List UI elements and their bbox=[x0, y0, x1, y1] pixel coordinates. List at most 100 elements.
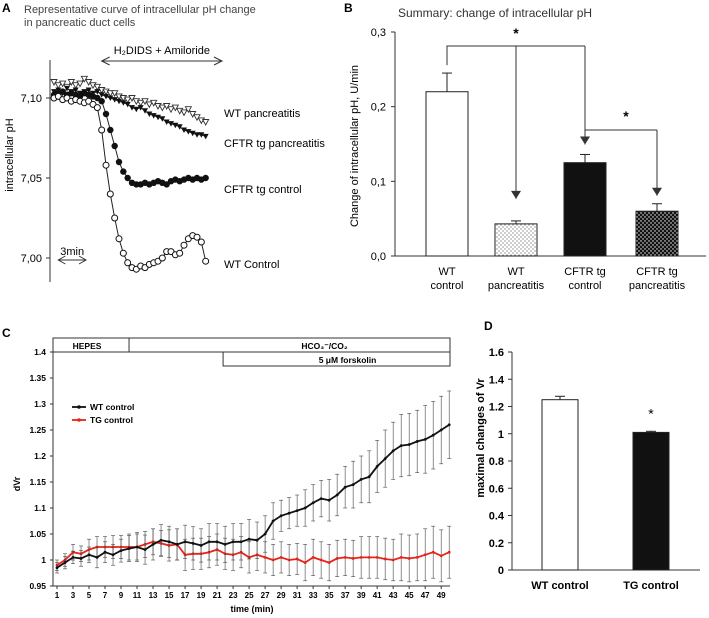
panel-c-xtick-label: 3 bbox=[71, 591, 76, 600]
panel-a-point bbox=[116, 98, 122, 105]
panel-a-point bbox=[124, 101, 131, 108]
panel-b-ytick-label: 0,3 bbox=[371, 27, 386, 39]
panel-c-condition-bicarbonate: HCO₃⁻/CO₂ bbox=[301, 341, 347, 351]
panel-d: maximal changes of Vr 0 0.2 0.4 0.6 0.8 1 1.2 1… bbox=[475, 347, 700, 592]
panel-c-point bbox=[423, 437, 427, 441]
panel-c-point bbox=[303, 561, 307, 564]
panel-c-point bbox=[135, 545, 139, 549]
panel-c-condition-forskolin-box bbox=[222, 351, 451, 367]
panel-c-point bbox=[391, 449, 395, 453]
panel-d-ytick-label: 1.2 bbox=[489, 402, 504, 414]
panel-c-xtick-label: 39 bbox=[357, 591, 366, 600]
panel-c-xtick-label: 17 bbox=[181, 591, 190, 600]
panel-a-point bbox=[76, 80, 84, 88]
panel-c-legend-label: TG control bbox=[90, 415, 133, 425]
panel-a-point bbox=[129, 105, 135, 111]
panel-a-subtitle: in pancreatic duct cells bbox=[24, 17, 136, 29]
panel-c-point bbox=[103, 550, 107, 554]
panel-a-point bbox=[72, 87, 79, 93]
panel-a-point bbox=[194, 132, 200, 138]
panel-c-point bbox=[399, 556, 403, 559]
panel-c-point bbox=[279, 514, 283, 518]
panel-a-point bbox=[136, 99, 145, 107]
panel-c-point bbox=[287, 558, 291, 562]
panel-a-legend-label: WT pancreatitis bbox=[224, 108, 301, 120]
panel-c-ytick-label: 1.4 bbox=[34, 347, 46, 357]
panel-d-bar-0 bbox=[541, 399, 579, 571]
panel-label-d: D bbox=[484, 319, 493, 333]
panel-a-scale-arrowhead-left bbox=[57, 255, 66, 265]
panel-a-scale-label: 3min bbox=[60, 246, 84, 258]
panel-c-condition-forskolin: 5 μM forskolin bbox=[319, 355, 377, 365]
panel-a-point bbox=[141, 98, 149, 106]
panel-b-significance-2: * bbox=[623, 108, 629, 124]
panel-c-point bbox=[55, 566, 59, 570]
panel-c-ytick-label: 0.95 bbox=[29, 581, 46, 591]
panel-c-point bbox=[351, 483, 355, 486]
panel-c-point bbox=[319, 497, 323, 501]
panel-c-ylabel: dVr bbox=[12, 476, 22, 491]
panel-c-point bbox=[143, 548, 147, 551]
panel-c-point bbox=[215, 540, 219, 544]
panel-c-point bbox=[343, 485, 347, 489]
panel-c-point bbox=[391, 558, 395, 562]
panel-d-category-label: TG control bbox=[623, 580, 679, 592]
panel-b-arrowhead-3 bbox=[652, 187, 662, 196]
panel-a-legend-label: WT Control bbox=[224, 259, 279, 271]
panel-a-point bbox=[124, 259, 132, 267]
panel-c-point bbox=[127, 547, 131, 550]
panel-a: Representative curve of intracellular pH… bbox=[4, 4, 325, 282]
panel-c-ytick-label: 1.2 bbox=[34, 451, 46, 461]
panel-c-point bbox=[223, 543, 227, 546]
panel-a-point bbox=[189, 130, 196, 137]
panel-c-point bbox=[183, 540, 187, 544]
panel-a-point bbox=[98, 92, 105, 98]
panel-a-point bbox=[64, 85, 70, 92]
panel-c-point bbox=[327, 498, 331, 502]
panel-a-point bbox=[180, 109, 188, 117]
panel-c-point bbox=[383, 457, 387, 460]
panel-a-point bbox=[168, 121, 174, 127]
panel-c-legend-marker bbox=[77, 418, 81, 422]
panel-c-xtick-label: 31 bbox=[293, 591, 302, 600]
panel-c-point bbox=[167, 540, 171, 544]
panel-b-category-label: control bbox=[430, 280, 463, 292]
panel-c-point bbox=[255, 538, 259, 542]
panel-c-point bbox=[303, 506, 307, 510]
panel-c-point bbox=[415, 440, 419, 443]
panel-a-point bbox=[137, 105, 144, 111]
panel-a-point bbox=[102, 110, 110, 118]
panel-d-ytick-label: 1 bbox=[498, 429, 504, 441]
panel-c-point bbox=[367, 475, 371, 479]
panel-c-xtick-label: 11 bbox=[133, 591, 142, 600]
panel-b-bar-3 bbox=[635, 210, 679, 257]
panel-b-category-label: pancreatitis bbox=[488, 280, 545, 292]
panel-c-xtick-label: 5 bbox=[87, 591, 92, 600]
panel-a-point bbox=[110, 90, 119, 98]
panel-a-ytick-label: 7,05 bbox=[21, 173, 42, 185]
panel-c-point bbox=[79, 557, 83, 560]
panel-c-ytick-label: 1.15 bbox=[29, 477, 46, 487]
panel-a-point bbox=[142, 108, 148, 114]
panel-a-point bbox=[98, 126, 106, 134]
panel-c-xtick-label: 35 bbox=[325, 591, 334, 600]
panel-a-point bbox=[145, 101, 154, 109]
panel-b-arrowhead-1 bbox=[511, 190, 521, 199]
panel-c-point bbox=[231, 540, 235, 544]
panel-c-point bbox=[311, 501, 315, 505]
panel-a-point bbox=[71, 82, 80, 90]
panel-b-significance-1: * bbox=[513, 25, 519, 41]
panel-c-point bbox=[279, 556, 283, 559]
panel-c-point bbox=[367, 556, 371, 559]
panel-c-point bbox=[375, 465, 379, 468]
panel-c-point bbox=[359, 556, 363, 559]
panel-b-ytick-label: 0,1 bbox=[371, 176, 386, 188]
panel-b-category-label: CFTR tg bbox=[636, 266, 678, 278]
panel-c-xtick-label: 33 bbox=[309, 591, 318, 600]
panel-a-legend-label: CFTR tg pancreatitis bbox=[224, 138, 325, 150]
panel-a-point bbox=[85, 87, 92, 93]
panel-c-point bbox=[335, 557, 339, 560]
panel-b-bracket-1 bbox=[446, 45, 585, 66]
panel-a-scale-arrowhead-right bbox=[78, 255, 88, 265]
panel-a-point bbox=[98, 98, 105, 105]
